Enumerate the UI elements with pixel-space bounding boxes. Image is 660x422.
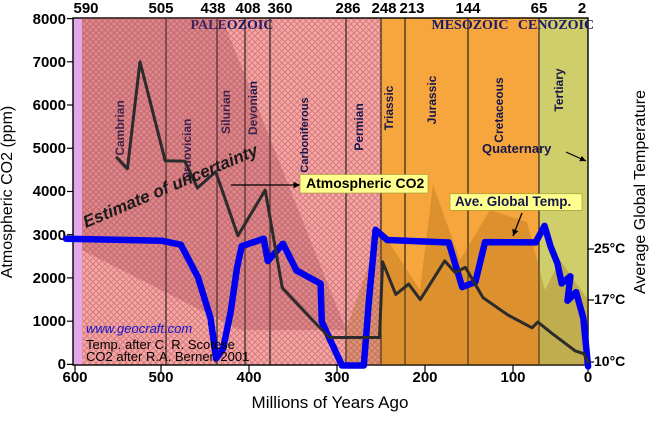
svg-text:Millions of Years Ago: Millions of Years Ago — [252, 393, 409, 412]
svg-text:Average Global Temperature: Average Global Temperature — [632, 90, 649, 294]
svg-text:Atmospheric CO2: Atmospheric CO2 — [306, 175, 424, 191]
svg-text:CO2 after R.A. Berner, 2001: CO2 after R.A. Berner, 2001 — [86, 349, 249, 364]
svg-text:CENOZOIC: CENOZOIC — [518, 18, 594, 33]
svg-text:Cretaceous: Cretaceous — [492, 77, 506, 143]
svg-text:505: 505 — [148, 0, 173, 17]
svg-text:360: 360 — [267, 0, 292, 17]
svg-text:8000: 8000 — [33, 11, 66, 28]
svg-text:25°C: 25°C — [594, 240, 625, 256]
svg-text:Jurassic: Jurassic — [425, 75, 439, 124]
svg-text:1000: 1000 — [33, 313, 66, 330]
svg-text:3000: 3000 — [33, 227, 66, 244]
svg-text:www.geocraft.com: www.geocraft.com — [86, 321, 192, 336]
svg-text:MESOZOIC: MESOZOIC — [431, 18, 508, 33]
svg-text:408: 408 — [235, 0, 260, 17]
svg-text:2000: 2000 — [33, 270, 66, 287]
svg-text:438: 438 — [200, 0, 225, 17]
svg-text:6000: 6000 — [33, 97, 66, 114]
svg-text:Tertiary: Tertiary — [552, 68, 566, 111]
svg-text:Ave. Global Temp.: Ave. Global Temp. — [455, 194, 571, 209]
svg-text:65: 65 — [531, 0, 548, 17]
svg-text:286: 286 — [335, 0, 360, 17]
svg-text:17°C: 17°C — [594, 291, 625, 307]
svg-text:Quaternary: Quaternary — [482, 141, 552, 156]
svg-text:4000: 4000 — [33, 183, 66, 200]
svg-text:213: 213 — [399, 0, 424, 17]
svg-text:Atmospheric CO2 (ppm): Atmospheric CO2 (ppm) — [0, 106, 16, 279]
svg-text:7000: 7000 — [33, 54, 66, 71]
svg-text:590: 590 — [73, 0, 98, 17]
svg-text:10°C: 10°C — [594, 353, 625, 369]
svg-text:Carboniferous: Carboniferous — [299, 97, 311, 172]
svg-text:Permian: Permian — [352, 103, 366, 150]
svg-text:144: 144 — [455, 0, 481, 17]
svg-text:0: 0 — [58, 356, 66, 373]
svg-text:248: 248 — [371, 0, 396, 17]
svg-text:5000: 5000 — [33, 140, 66, 157]
svg-text:2: 2 — [578, 0, 586, 17]
svg-text:Triassic: Triassic — [382, 85, 396, 130]
